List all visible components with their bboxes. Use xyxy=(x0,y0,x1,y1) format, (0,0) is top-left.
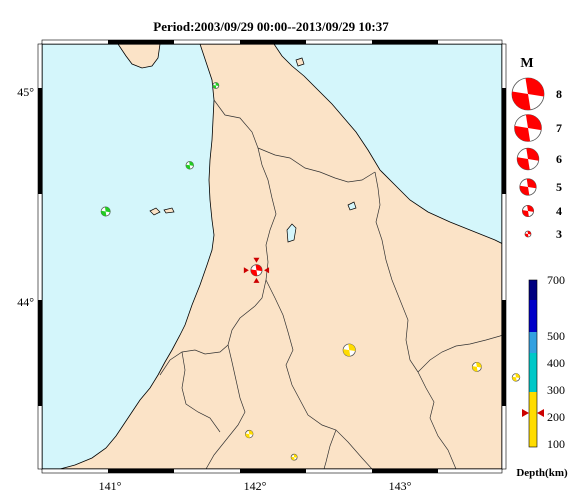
peninsula-northwest xyxy=(117,44,161,69)
magnitude-legend-label-5: 5 xyxy=(556,180,562,194)
lon-label-141: 141° xyxy=(99,479,122,493)
lat-label-45: 45° xyxy=(17,85,34,99)
depth-bar-darkblue xyxy=(529,300,537,332)
admin-boundaries xyxy=(159,99,502,469)
magnitude-legend-label-6: 6 xyxy=(556,152,562,166)
depth-tick-400: 400 xyxy=(547,356,565,370)
magnitude-legend-ball-8 xyxy=(511,77,545,111)
events-layer xyxy=(100,82,521,461)
magnitude-legend-label-4: 4 xyxy=(556,204,562,218)
island-1 xyxy=(149,207,161,216)
event-yellow-1 xyxy=(342,343,356,357)
lon-label-142: 142° xyxy=(244,479,267,493)
magnitude-legend-ball-3 xyxy=(524,230,532,238)
island-3 xyxy=(295,57,305,67)
magnitude-legend-ball-4 xyxy=(522,204,535,217)
event-yellow-5 xyxy=(290,453,298,461)
magnitude-legend-label-8: 8 xyxy=(556,87,562,101)
depth-marker-right xyxy=(537,409,544,417)
event-yellow-3 xyxy=(511,373,521,382)
depth-bar-yellow xyxy=(529,392,537,447)
magnitude-legend-ball-6 xyxy=(516,147,540,171)
main-event xyxy=(243,257,270,283)
lat-label-44: 44° xyxy=(17,295,34,309)
depth-tick-100: 100 xyxy=(547,437,565,451)
event-green-2 xyxy=(185,161,194,170)
magnitude-legend-ball-5 xyxy=(519,178,537,196)
magnitude-legend-label-3: 3 xyxy=(556,227,562,241)
depth-bar-frame xyxy=(528,279,538,448)
magnitude-legend-ball-7 xyxy=(514,114,542,142)
event-yellow-4 xyxy=(245,429,254,439)
depth-tick-500: 500 xyxy=(547,329,565,343)
depth-marker-left xyxy=(522,409,529,417)
lake-east xyxy=(347,201,357,211)
main-event-arrow-3 xyxy=(264,267,270,274)
depth-bar-teal xyxy=(529,353,537,392)
event-green-3 xyxy=(100,206,111,217)
lon-label-143: 143° xyxy=(389,479,412,493)
magnitude-legend-title: M xyxy=(520,56,533,71)
island-2 xyxy=(163,207,175,214)
depth-bar-navy xyxy=(529,280,537,300)
map-title: Period:2003/09/29 00:00--2013/09/29 10:3… xyxy=(153,19,389,34)
map-area: 141° 142° 143° 45° 44° xyxy=(17,39,521,493)
depth-tick-300: 300 xyxy=(547,383,565,397)
depth-bar-blue xyxy=(529,332,537,353)
frame-ticks xyxy=(37,39,507,474)
magnitude-legend: M 8 7 6 5 4 3 xyxy=(511,56,562,241)
lake xyxy=(286,223,297,243)
main-event-arrow-1 xyxy=(253,277,260,283)
main-event-arrow-2 xyxy=(243,267,249,274)
depth-tick-700: 700 xyxy=(547,273,565,287)
event-green-1 xyxy=(212,82,220,89)
depth-scale: 700 500 400 300 200 100 Depth(km) xyxy=(516,273,568,479)
event-yellow-2 xyxy=(471,361,482,372)
main-event-arrow-0 xyxy=(253,257,260,263)
depth-scale-label: Depth(km) xyxy=(516,467,568,479)
depth-tick-200: 200 xyxy=(547,410,565,424)
hokkaido-land xyxy=(42,44,502,469)
magnitude-legend-label-7: 7 xyxy=(556,121,562,135)
